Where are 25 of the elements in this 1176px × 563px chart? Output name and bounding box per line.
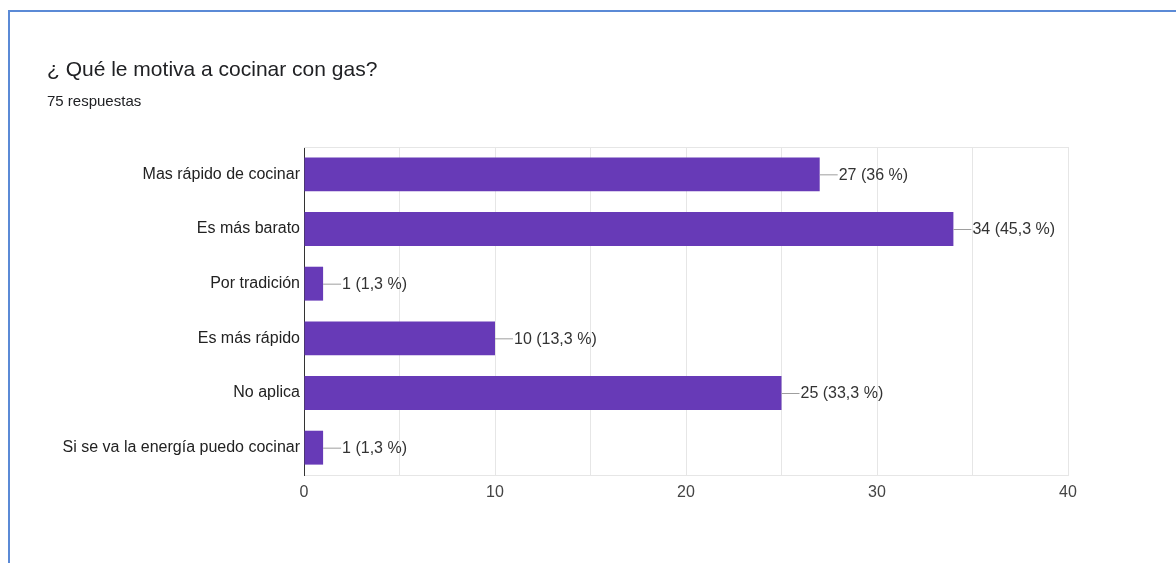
x-tick-label: 40 [1059,483,1077,501]
data-label: 27 (36 %) [838,165,909,183]
bar [304,157,820,192]
data-label: 10 (13,3 %) [514,329,597,347]
data-label: 1 (1,3 %) [342,439,408,457]
data-label: 25 (33,3 %) [800,384,884,402]
x-tick-label: 0 [299,483,309,501]
bar [304,212,954,246]
y-tick-label: No aplica [233,383,301,401]
y-tick-label: Mas rápido de cocinar [142,164,301,182]
y-tick-label: Por tradición [210,274,300,292]
x-tick-label: 10 [486,483,504,501]
bar [304,430,324,465]
x-tick-label: 20 [677,483,695,501]
y-tick-label: Es más rápido [197,328,301,346]
bar [304,321,495,356]
chart-title: ¿ Qué le motiva a cocinar con gas? [47,57,378,81]
data-label: 34 (45,3 %) [972,220,1056,238]
bar [304,266,324,301]
y-tick-label: Si se va la energía puedo cocinar [62,438,301,456]
text: 75 respuestas [47,92,142,109]
bar [304,376,782,410]
data-label: 1 (1,3 %) [342,275,408,293]
x-tick-label: 30 [868,483,886,501]
y-tick-label: Es más barato [196,219,301,237]
